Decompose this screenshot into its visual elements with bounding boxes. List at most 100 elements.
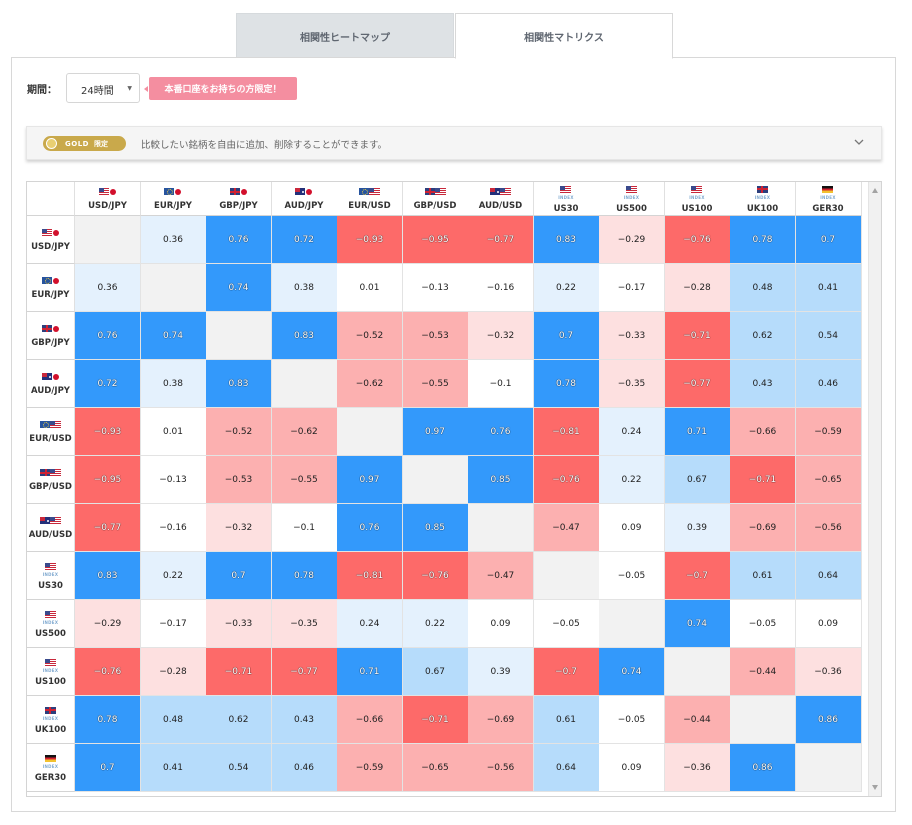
flag-us-icon <box>50 421 61 428</box>
matrix-cell: 0.76 <box>337 504 403 552</box>
row-header-label: GBP/JPY <box>31 338 70 348</box>
matrix-cell: −0.71 <box>402 696 469 744</box>
column-header: USD/JPY <box>75 182 141 216</box>
column-header-flags <box>424 186 446 197</box>
matrix-cell: −0.59 <box>337 744 403 792</box>
matrix-cell: 0.41 <box>140 744 207 792</box>
tab-correlation-heatmap[interactable]: 相関性ヒートマップ <box>236 13 454 58</box>
matrix-cell: 0.46 <box>795 360 862 408</box>
gold-badge-label: GOLD <box>65 139 89 148</box>
row-header: GBP/JPY <box>27 312 75 360</box>
flag-us-icon <box>369 188 380 195</box>
matrix-cell: −0.36 <box>664 744 731 792</box>
matrix-cell: −0.13 <box>402 264 469 312</box>
index-tag: INDEX <box>820 194 836 200</box>
tab-correlation-matrix[interactable]: 相関性マトリクス <box>455 13 673 59</box>
flag-us-icon <box>44 658 56 666</box>
column-header-flags <box>359 186 380 197</box>
matrix-cell: 0.24 <box>599 408 665 456</box>
row-header-flags <box>41 275 60 286</box>
matrix-cell: 0.78 <box>75 696 141 744</box>
period-select[interactable]: 24時間 ▼ <box>66 73 140 103</box>
index-tag: INDEX <box>42 571 59 577</box>
period-value: 24時間 <box>81 86 114 97</box>
matrix-cell: 0.38 <box>271 264 338 312</box>
matrix-cell: −0.05 <box>533 600 600 648</box>
chevron-down-icon: ▼ <box>127 85 132 92</box>
matrix-cell: 0.09 <box>599 504 665 552</box>
matrix-cell: 0.09 <box>468 600 534 648</box>
column-header-flags <box>490 186 511 197</box>
matrix-cell: 0.76 <box>75 312 141 360</box>
column-header: INDEX US30 <box>533 182 600 216</box>
matrix-cell: −0.65 <box>402 744 469 792</box>
matrix-cell: 0.46 <box>271 744 338 792</box>
matrix-cell: 0.61 <box>730 552 796 600</box>
flag-us-icon <box>50 517 61 524</box>
matrix-cell: 0.38 <box>140 360 207 408</box>
scroll-down-icon[interactable] <box>872 785 878 790</box>
row-header-label: UK100 <box>34 724 67 735</box>
flag-jp-icon <box>239 187 248 196</box>
flag-jp-icon <box>51 372 60 381</box>
matrix-cell: 0.22 <box>533 264 600 312</box>
matrix-cell: 0.78 <box>271 552 338 600</box>
matrix-cell: 0.71 <box>664 408 731 456</box>
flag-gb-icon <box>41 325 53 332</box>
matrix-cell: 0.67 <box>402 648 469 696</box>
matrix-cell: −0.33 <box>599 312 665 360</box>
matrix-scrollbar[interactable] <box>868 182 881 796</box>
matrix-cell: 0.64 <box>795 552 862 600</box>
matrix-cell: −0.16 <box>140 504 207 552</box>
correlation-matrix: USD/JPY USD/JPY EUR/JPY EUR/JPY GBP/JPY GBP/J… <box>26 181 882 797</box>
flag-us-icon <box>50 469 61 476</box>
row-header: INDEX UK100 <box>27 696 75 744</box>
flag-eu-icon <box>164 188 175 195</box>
column-header-flags <box>295 186 313 197</box>
matrix-cell: 0.48 <box>730 264 796 312</box>
row-header-label: US30 <box>38 580 63 591</box>
matrix-cell: −0.44 <box>664 696 731 744</box>
flag-eu-icon <box>41 277 53 284</box>
matrix-cell: 0.74 <box>664 600 731 648</box>
matrix-cell: −0.16 <box>468 264 534 312</box>
flag-us-icon <box>500 188 511 195</box>
matrix-cell: −0.69 <box>730 504 796 552</box>
row-header-flags: INDEX <box>43 561 58 577</box>
matrix-cell: 0.83 <box>533 216 600 264</box>
matrix-cell: 0.41 <box>795 264 862 312</box>
matrix-cell: 0.61 <box>533 696 600 744</box>
matrix-cell: −0.69 <box>468 696 534 744</box>
column-header-label: AUD/USD <box>478 201 523 211</box>
column-header: INDEX UK100 <box>730 182 796 216</box>
matrix-cell: −0.62 <box>271 408 338 456</box>
matrix-cell: −0.81 <box>337 552 403 600</box>
matrix-cell: 0.62 <box>206 696 272 744</box>
column-header-flags <box>229 186 248 197</box>
index-tag: INDEX <box>558 194 574 200</box>
scroll-up-icon[interactable] <box>872 188 878 193</box>
row-header-flags: INDEX <box>43 705 58 721</box>
matrix-cell: 0.39 <box>468 648 534 696</box>
matrix-cell-diagonal <box>468 504 534 552</box>
flag-eu-icon <box>40 421 51 428</box>
matrix-cell: −0.05 <box>730 600 796 648</box>
row-header-label: GBP/USD <box>29 482 72 492</box>
matrix-cell-diagonal <box>402 456 469 504</box>
matrix-cell: 0.22 <box>140 552 207 600</box>
matrix-cell: 0.85 <box>402 504 469 552</box>
row-header-flags <box>41 371 60 382</box>
gold-feature-bar[interactable]: GOLD 限定 比較したい銘柄を自由に追加、削除することができます。 <box>26 126 882 160</box>
gold-badge-sub: 限定 <box>93 139 108 148</box>
matrix-cell: −0.71 <box>730 456 796 504</box>
matrix-cell: −0.7 <box>533 648 600 696</box>
row-header-label: US500 <box>35 628 66 639</box>
matrix-cell: −0.52 <box>206 408 272 456</box>
matrix-cell-diagonal <box>795 744 862 792</box>
matrix-cell: 0.67 <box>664 456 731 504</box>
flag-de-icon <box>44 754 56 762</box>
row-header: INDEX US500 <box>27 600 75 648</box>
matrix-cell: −0.33 <box>206 600 272 648</box>
row-header-label: AUD/JPY <box>31 386 70 396</box>
expand-chevron-icon[interactable] <box>854 137 864 147</box>
